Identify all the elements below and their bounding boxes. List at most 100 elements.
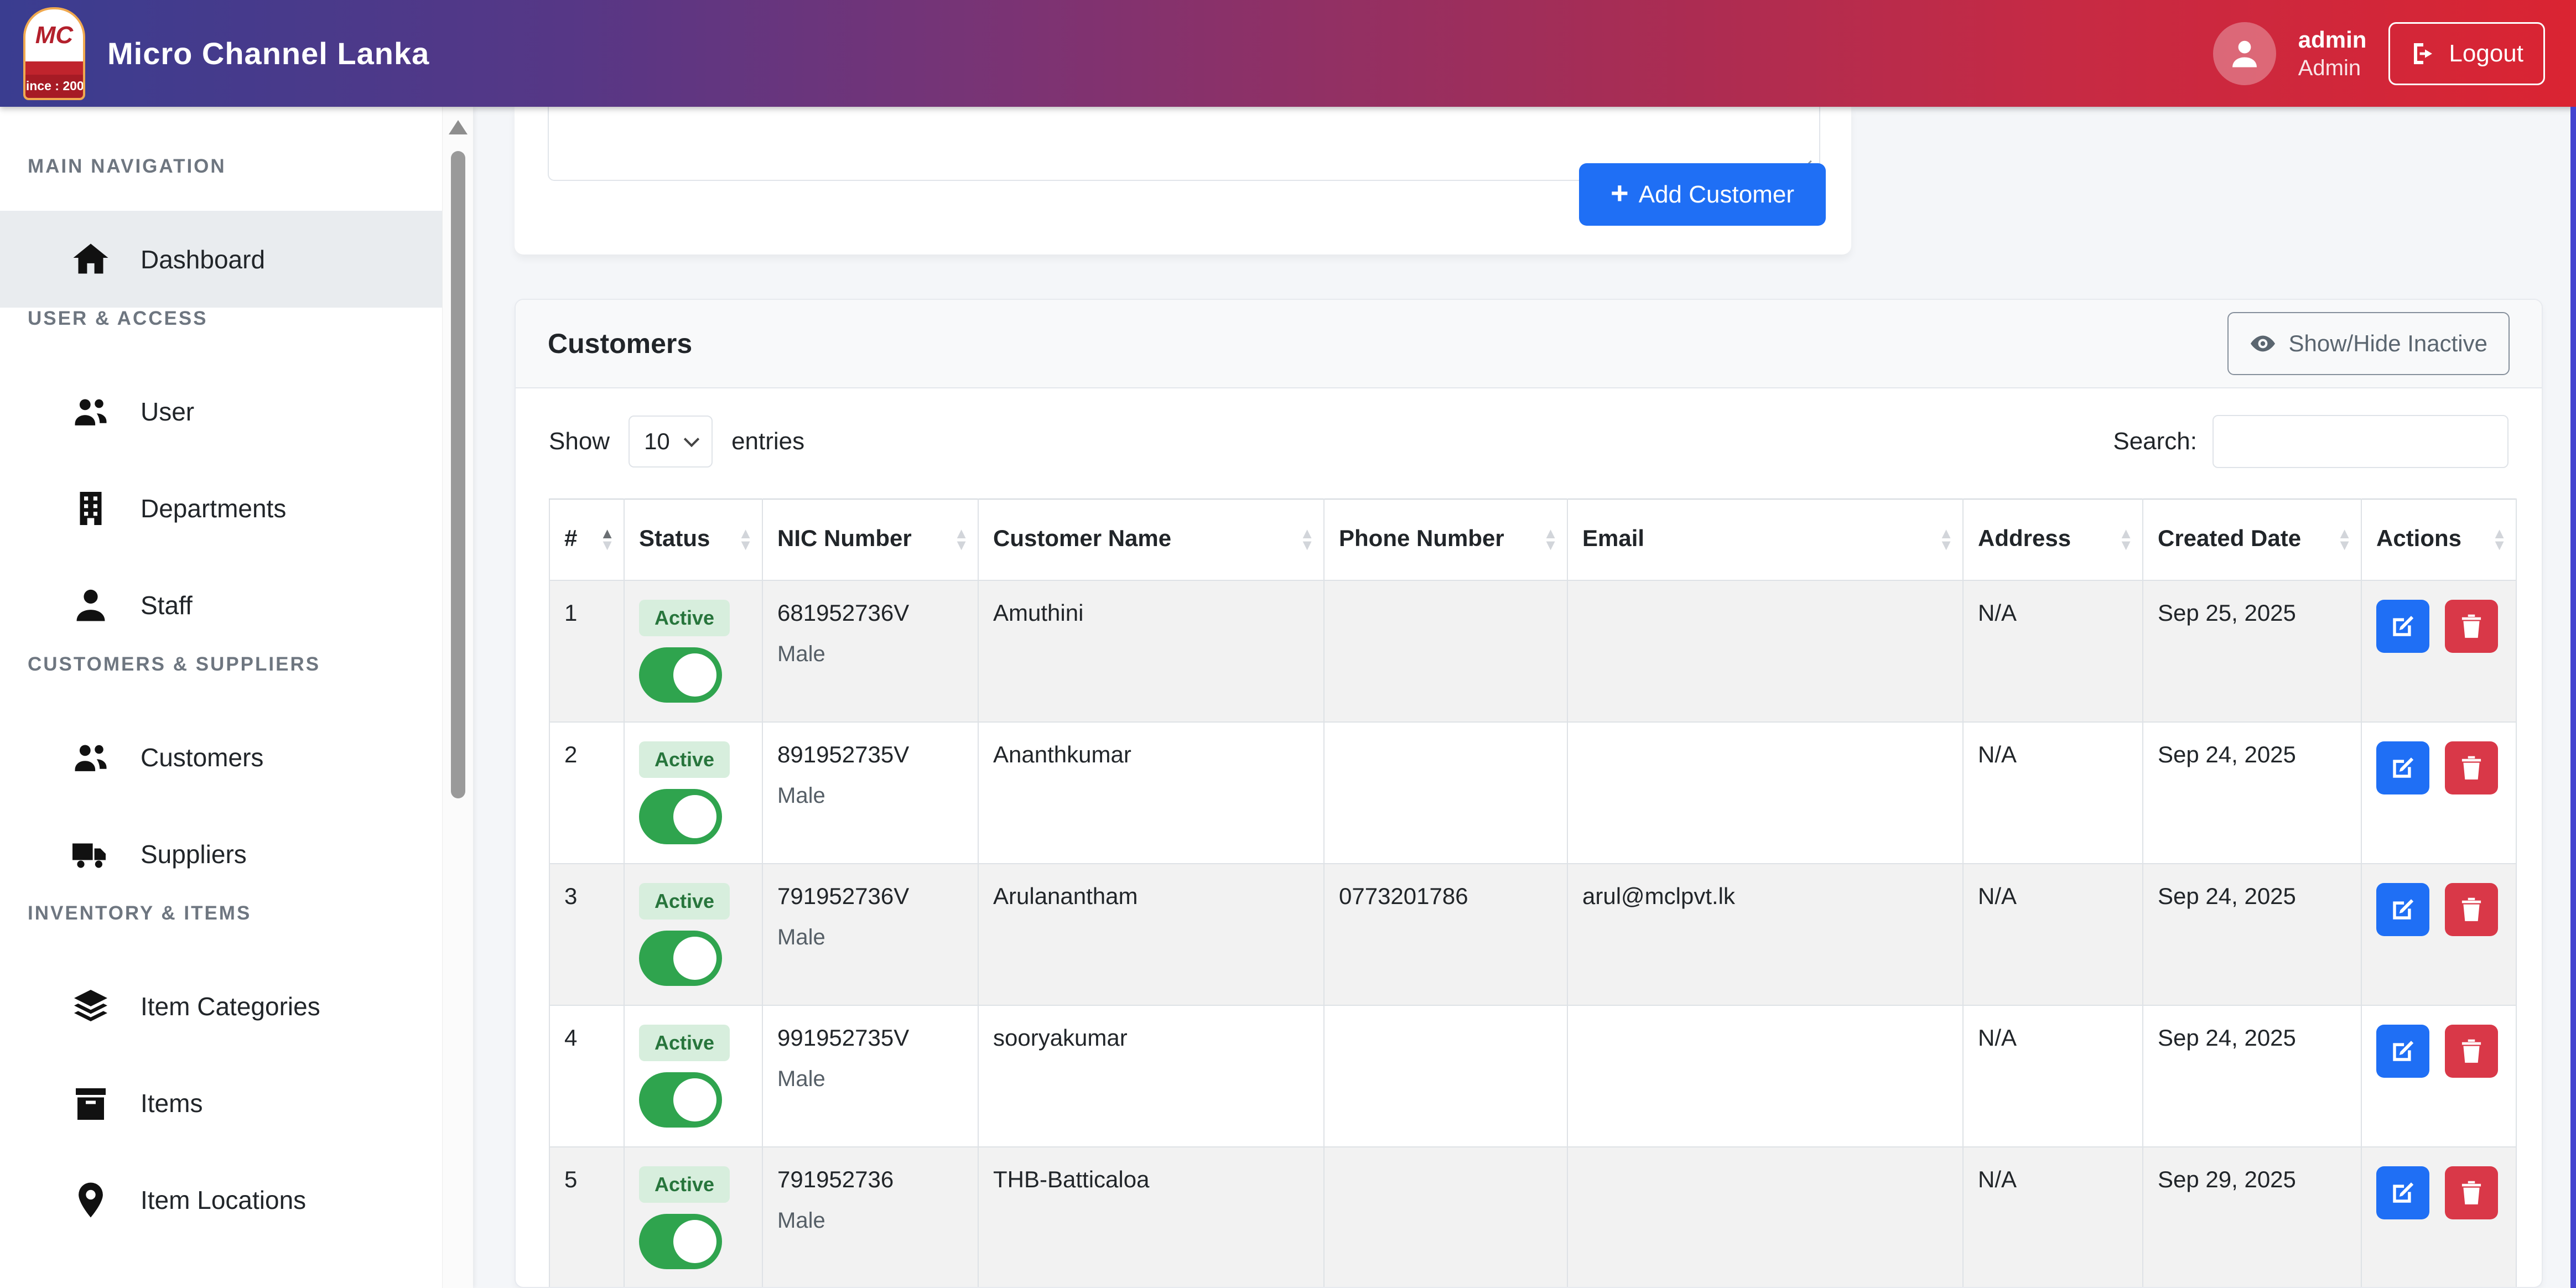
column-header-label: Created Date — [2158, 525, 2302, 551]
table-row: 2 Active 891952735V Male Ananthkumar N/A… — [549, 721, 2517, 864]
status-toggle[interactable] — [639, 647, 722, 703]
sidebar-item-label: User — [141, 397, 195, 426]
customers-table: # ▲ ▼ Status ▲ ▼ NIC Number ▲ ▼ Customer Na… — [549, 498, 2517, 1287]
trash-icon — [2458, 1179, 2485, 1207]
page-size-select[interactable]: 10 — [629, 416, 713, 468]
table-controls: Show 10 entries Search: — [516, 415, 2542, 468]
nic-number: 681952736V — [777, 599, 910, 626]
user-avatar — [2213, 22, 2276, 85]
entries-label: entries — [731, 428, 805, 455]
sidebar-item-user[interactable]: User — [0, 363, 442, 460]
add-customer-button[interactable]: + Add Customer — [1579, 163, 1826, 226]
table-row: 5 Active 791952736 Male THB-Batticaloa N… — [549, 1146, 2517, 1287]
show-label: Show — [549, 428, 610, 455]
address-cell: N/A — [1962, 1004, 2143, 1147]
column-header-created-date[interactable]: Created Date ▲ ▼ — [2142, 498, 2362, 581]
app-title: Micro Channel Lanka — [107, 36, 430, 71]
status-toggle[interactable] — [639, 1213, 722, 1269]
nic-number: 791952736V — [777, 882, 910, 909]
row-number-cell: 3 — [549, 863, 625, 1006]
column-header-status[interactable]: Status ▲ ▼ — [624, 498, 763, 581]
column-header--[interactable]: # ▲ ▼ — [549, 498, 625, 581]
sidebar-item-item-locations[interactable]: Item Locations — [0, 1151, 442, 1248]
edit-button[interactable] — [2376, 599, 2429, 653]
delete-button[interactable] — [2444, 882, 2498, 936]
delete-button[interactable] — [2444, 1024, 2498, 1078]
gender-label: Male — [777, 641, 825, 666]
status-toggle[interactable] — [639, 788, 722, 844]
sidebar-item-label: Departments — [141, 494, 287, 523]
users-icon — [71, 738, 111, 777]
table-row: 3 Active 791952736V Male Arulanantham 07… — [549, 863, 2517, 1006]
column-header-actions[interactable]: Actions ▲ ▼ — [2361, 498, 2517, 581]
logout-button[interactable]: Logout — [2388, 22, 2545, 85]
sidebar-section-heading: INVENTORY & ITEMS — [28, 902, 252, 924]
box-icon — [71, 1083, 111, 1123]
delete-button[interactable] — [2444, 599, 2498, 653]
sidebar-item-dashboard[interactable]: Dashboard — [0, 211, 442, 308]
home-icon — [71, 240, 111, 279]
brand: MC Since : 2003 Micro Channel Lanka — [23, 7, 429, 100]
sidebar-item-staff[interactable]: Staff — [0, 557, 442, 653]
customer-name-cell: Arulanantham — [978, 863, 1325, 1006]
customer-name-cell: sooryakumar — [978, 1004, 1325, 1147]
edit-icon — [2389, 896, 2417, 923]
sidebar: MAIN NAVIGATION Dashboard USER & ACCESS … — [0, 107, 473, 1288]
status-badge: Active — [639, 599, 730, 636]
actions-cell — [2361, 863, 2517, 1006]
status-toggle[interactable] — [639, 1072, 722, 1128]
sidebar-item-suppliers[interactable]: Suppliers — [0, 806, 442, 902]
status-badge: Active — [639, 1024, 730, 1061]
sort-icon: ▲ ▼ — [2118, 525, 2133, 554]
table-body: 1 Active 681952736V Male Amuthini N/A Se… — [549, 579, 2517, 1287]
sidebar-item-departments[interactable]: Departments — [0, 460, 442, 557]
edit-icon — [2389, 754, 2417, 782]
status-toggle[interactable] — [639, 930, 722, 986]
edit-button[interactable] — [2376, 882, 2429, 936]
page-scrollbar[interactable] — [2570, 107, 2576, 1288]
edit-icon — [2389, 1179, 2417, 1207]
status-cell: Active — [624, 1004, 763, 1147]
column-header-email[interactable]: Email ▲ ▼ — [1567, 498, 1964, 581]
column-header-nic-number[interactable]: NIC Number ▲ ▼ — [762, 498, 979, 581]
actions-cell — [2361, 1004, 2517, 1147]
user-name: admin — [2298, 26, 2367, 53]
sidebar-scrollbar[interactable] — [442, 107, 473, 1288]
column-header-address[interactable]: Address ▲ ▼ — [1962, 498, 2143, 581]
sidebar-item-items[interactable]: Items — [0, 1055, 442, 1151]
actions-cell — [2361, 1146, 2517, 1287]
edit-icon — [2389, 1037, 2417, 1065]
show-hide-inactive-button[interactable]: Show/Hide Inactive — [2227, 312, 2510, 375]
column-header-phone-number[interactable]: Phone Number ▲ ▼ — [1323, 498, 1568, 581]
column-header-label: # — [564, 525, 578, 551]
delete-button[interactable] — [2444, 1166, 2498, 1219]
search-label: Search: — [2113, 428, 2197, 455]
column-header-customer-name[interactable]: Customer Name ▲ ▼ — [978, 498, 1325, 581]
building-icon — [71, 489, 111, 528]
scroll-up-arrow-icon[interactable] — [448, 120, 468, 134]
trash-icon — [2458, 1037, 2485, 1065]
sort-icon: ▲ ▼ — [738, 525, 753, 554]
sidebar-section-heading: USER & ACCESS — [28, 308, 208, 329]
sidebar-item-label: Items — [141, 1088, 203, 1118]
edit-button[interactable] — [2376, 1024, 2429, 1078]
logo-stripe — [25, 61, 83, 75]
users-icon — [71, 392, 111, 432]
edit-button[interactable] — [2376, 741, 2429, 794]
page-size-control: Show 10 entries — [549, 416, 804, 468]
address-cell: N/A — [1962, 863, 2143, 1006]
sidebar-section: MAIN NAVIGATION Dashboard — [0, 155, 442, 308]
status-badge: Active — [639, 1166, 730, 1203]
logout-icon — [2410, 40, 2437, 67]
edit-button[interactable] — [2376, 1166, 2429, 1219]
sort-icon: ▲ ▼ — [2337, 525, 2352, 554]
sidebar-item-item-categories[interactable]: Item Categories — [0, 958, 442, 1055]
created-date-cell: Sep 29, 2025 — [2142, 1146, 2362, 1287]
delete-button[interactable] — [2444, 741, 2498, 794]
sidebar-item-customers[interactable]: Customers — [0, 709, 442, 806]
search-input[interactable] — [2213, 415, 2509, 468]
column-header-label: NIC Number — [777, 525, 912, 551]
sort-icon: ▲ ▼ — [1300, 525, 1315, 554]
nic-cell: 891952735V Male — [762, 721, 979, 864]
scrollbar-thumb[interactable] — [450, 151, 465, 798]
